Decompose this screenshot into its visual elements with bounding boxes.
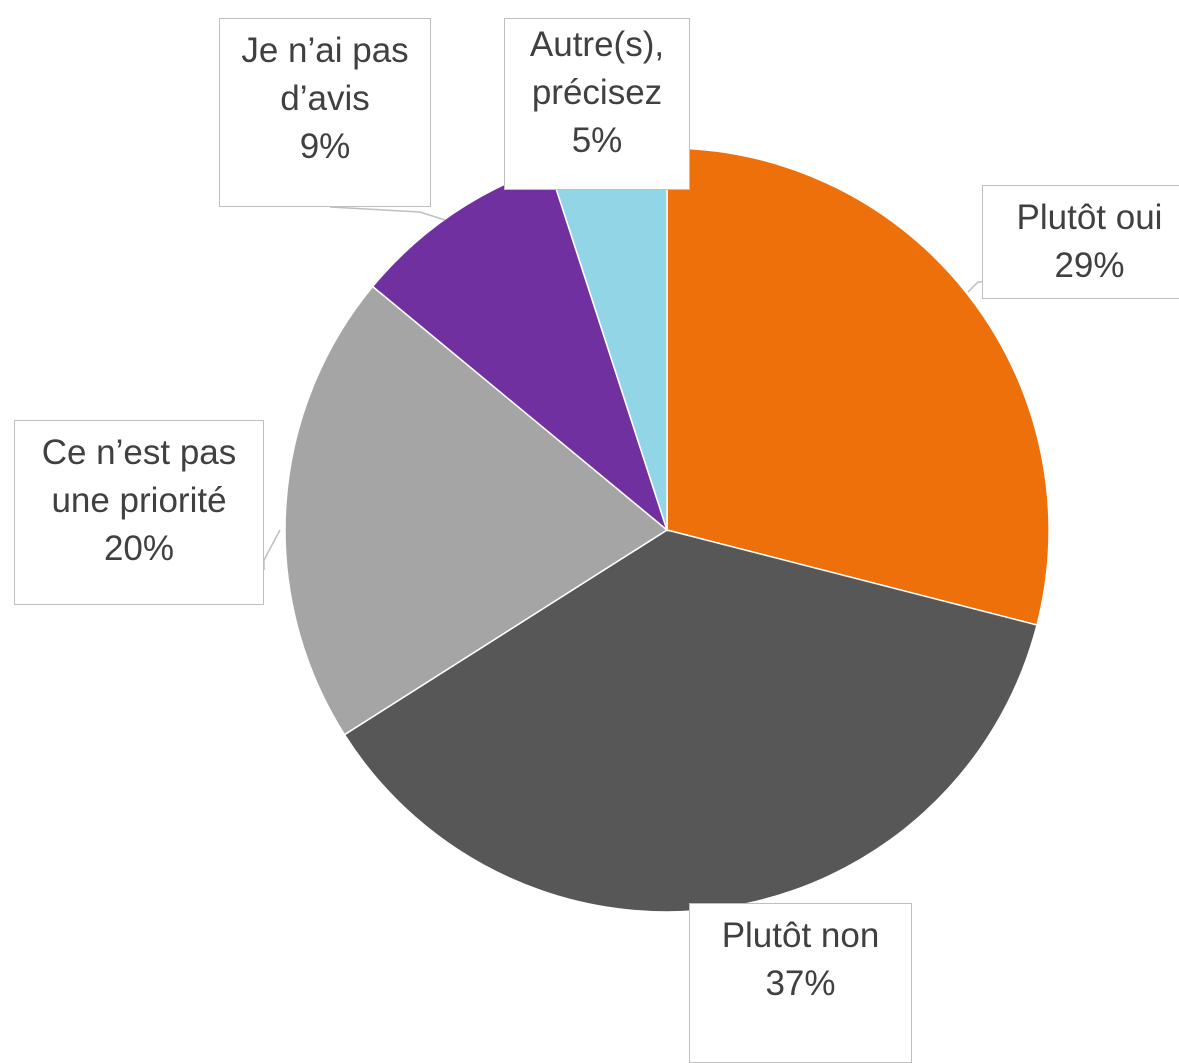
value-label: 20%	[103, 529, 175, 568]
leader-line	[329, 206, 446, 221]
pie	[284, 147, 1050, 913]
value-label: 9%	[299, 127, 351, 166]
data-label: Ce n’est pas une priorité 20%	[14, 420, 264, 605]
category-label: Je n’ai pas d’avis	[241, 31, 409, 118]
data-label: Autre(s), précisez 5%	[504, 18, 690, 190]
leader-line	[263, 529, 281, 570]
data-label: Plutôt non 37%	[689, 903, 912, 1063]
category-label: Autre(s), précisez	[529, 25, 665, 112]
data-label: Plutôt oui 29%	[982, 185, 1179, 299]
category-label: Plutôt oui	[1016, 198, 1163, 237]
value-label: 5%	[571, 121, 623, 160]
pie-slice	[284, 285, 669, 736]
value-label: 29%	[1054, 246, 1125, 285]
data-label: Je n’ai pas d’avis 9%	[219, 18, 431, 207]
leader-line	[967, 281, 982, 293]
pie-slice	[666, 147, 1050, 626]
value-label: 37%	[765, 964, 836, 1003]
category-label: Plutôt non	[721, 916, 880, 955]
category-label: Ce n’est pas une priorité	[41, 433, 237, 520]
